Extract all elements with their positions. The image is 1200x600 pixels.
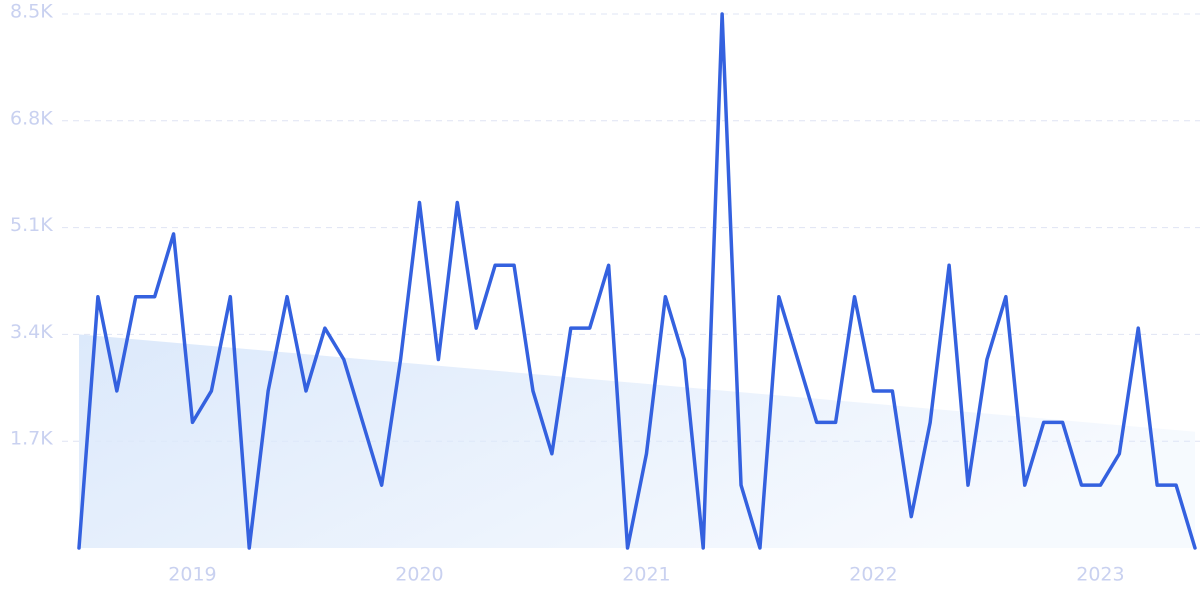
data-line	[77, 12, 1197, 550]
x-tick-label: 2021	[622, 564, 670, 586]
x-tick-label: 2023	[1076, 564, 1124, 586]
y-tick-label: 5.1K	[10, 214, 53, 236]
y-tick-label: 1.7K	[10, 428, 53, 450]
y-tick-label: 6.8K	[10, 107, 53, 129]
x-tick-label: 2022	[849, 564, 897, 586]
x-tick-label: 2019	[168, 564, 216, 586]
x-tick-label: 2020	[395, 564, 443, 586]
y-tick-label: 3.4K	[10, 321, 53, 343]
y-tick-label: 8.5K	[10, 1, 53, 23]
